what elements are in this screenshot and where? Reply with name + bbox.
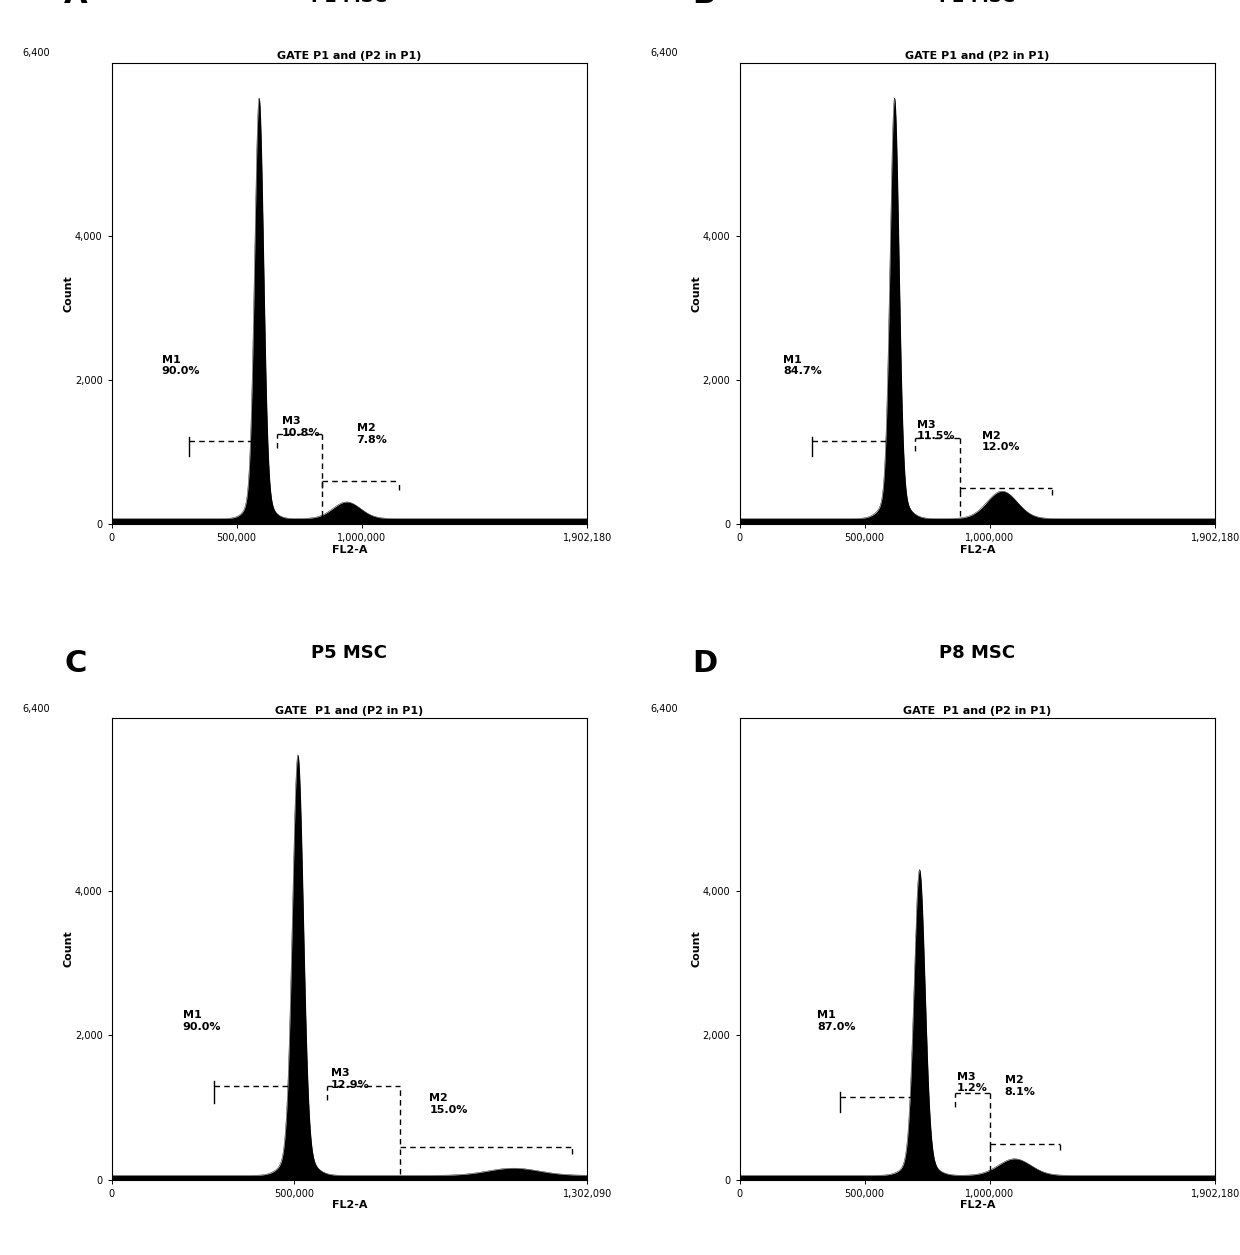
Title: GATE  P1 and (P2 in P1): GATE P1 and (P2 in P1) xyxy=(275,707,424,717)
Text: M1
90.0%: M1 90.0% xyxy=(161,355,200,376)
Text: M1
84.7%: M1 84.7% xyxy=(784,355,822,376)
Text: M2
12.0%: M2 12.0% xyxy=(982,430,1021,452)
X-axis label: FL2-A: FL2-A xyxy=(331,1200,367,1210)
Text: M3
10.8%: M3 10.8% xyxy=(281,417,320,438)
Text: A: A xyxy=(64,0,88,9)
Text: 6,400: 6,400 xyxy=(650,704,678,714)
Text: P5 MSC: P5 MSC xyxy=(311,644,387,661)
Y-axis label: Count: Count xyxy=(692,275,702,312)
Y-axis label: Count: Count xyxy=(692,930,702,968)
Y-axis label: Count: Count xyxy=(63,930,73,968)
Text: 6,400: 6,400 xyxy=(22,48,50,58)
X-axis label: FL2-A: FL2-A xyxy=(960,1200,996,1210)
Text: D: D xyxy=(692,649,717,678)
Text: M1
87.0%: M1 87.0% xyxy=(817,1010,856,1032)
Text: B: B xyxy=(692,0,715,9)
Text: M3
12.9%: M3 12.9% xyxy=(331,1068,370,1089)
Text: M2
8.1%: M2 8.1% xyxy=(1004,1076,1035,1097)
Text: P1 MSC: P1 MSC xyxy=(311,0,387,6)
Y-axis label: Count: Count xyxy=(63,275,73,312)
Text: M2
7.8%: M2 7.8% xyxy=(357,423,388,446)
Text: P2 MSC: P2 MSC xyxy=(940,0,1016,6)
Text: 6,400: 6,400 xyxy=(650,48,678,58)
Text: M2
15.0%: M2 15.0% xyxy=(429,1093,467,1114)
Text: M1
90.0%: M1 90.0% xyxy=(182,1010,221,1032)
Text: M3
1.2%: M3 1.2% xyxy=(957,1072,988,1093)
X-axis label: FL2-A: FL2-A xyxy=(960,545,996,555)
Title: GATE P1 and (P2 in P1): GATE P1 and (P2 in P1) xyxy=(278,50,422,60)
Text: 6,400: 6,400 xyxy=(22,704,50,714)
Title: GATE P1 and (P2 in P1): GATE P1 and (P2 in P1) xyxy=(905,50,1049,60)
Title: GATE  P1 and (P2 in P1): GATE P1 and (P2 in P1) xyxy=(903,707,1052,717)
Text: M3
11.5%: M3 11.5% xyxy=(918,419,956,442)
X-axis label: FL2-A: FL2-A xyxy=(331,545,367,555)
Text: P8 MSC: P8 MSC xyxy=(939,644,1016,661)
Text: C: C xyxy=(64,649,87,678)
